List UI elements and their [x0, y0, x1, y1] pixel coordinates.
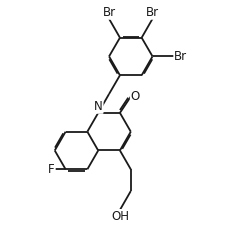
Text: Br: Br — [146, 6, 159, 19]
Text: O: O — [131, 90, 140, 103]
Text: Br: Br — [103, 6, 116, 19]
Text: N: N — [94, 100, 103, 113]
Text: Br: Br — [174, 50, 187, 63]
Text: F: F — [48, 163, 55, 176]
Text: OH: OH — [111, 210, 129, 223]
